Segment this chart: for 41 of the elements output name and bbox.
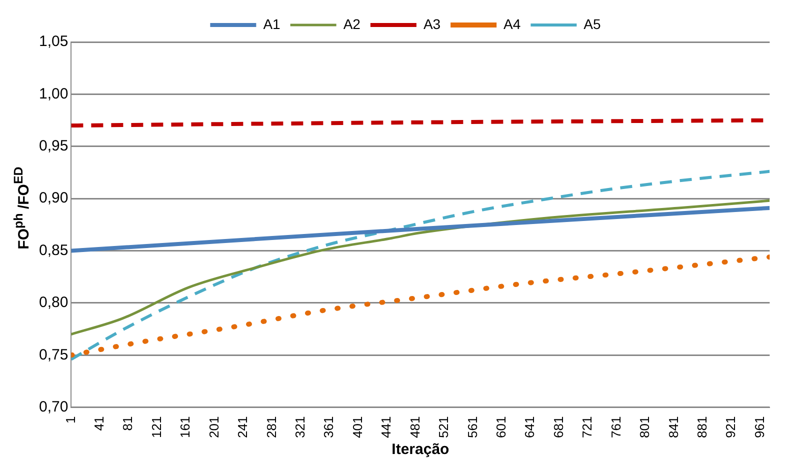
x-axis-title: Iteração <box>392 441 450 458</box>
legend-label: A2 <box>343 16 361 32</box>
x-tick-label: 401 <box>350 416 365 438</box>
legend-label: A4 <box>504 16 521 32</box>
y-tick-label: 0,70 <box>38 398 68 416</box>
y-tick-label: 0,75 <box>38 346 68 364</box>
x-tick-label: 81 <box>120 416 136 431</box>
x-tick-label: 121 <box>148 416 164 438</box>
x-tick-label: 721 <box>580 416 595 438</box>
x-tick-label: 361 <box>321 416 336 438</box>
x-tick-label: 841 <box>666 416 681 438</box>
y-tick-label: 0,80 <box>38 294 68 312</box>
y-tick-label: 0,85 <box>38 242 68 259</box>
line-series <box>71 170 770 361</box>
x-tick-label: 281 <box>264 416 279 438</box>
x-tick-label: 321 <box>292 416 308 438</box>
y-tick-label: 0,90 <box>38 190 68 207</box>
x-tick-label: 161 <box>178 416 193 438</box>
x-tick-label: 241 <box>235 416 250 438</box>
x-tick-label: 761 <box>608 416 624 438</box>
line-series <box>71 199 770 336</box>
x-tick-label: 681 <box>550 416 566 438</box>
y-tick-label: 0,95 <box>38 138 68 155</box>
y-tick-label: 1,05 <box>38 33 68 50</box>
x-tick-label: 1 <box>62 416 78 424</box>
legend-label: A1 <box>263 16 281 32</box>
y-tick-label: 1,00 <box>38 85 68 102</box>
x-tick-label: 801 <box>637 416 652 438</box>
x-tick-label: 601 <box>493 416 508 438</box>
legend-label: A5 <box>584 16 602 32</box>
x-tick-label: 41 <box>91 416 106 431</box>
x-tick-label: 961 <box>752 416 767 438</box>
x-tick-label: 881 <box>694 416 710 438</box>
x-tick-label: 441 <box>378 416 394 438</box>
x-tick-label: 521 <box>436 416 452 438</box>
x-tick-label: 921 <box>723 416 738 438</box>
x-tick-label: 201 <box>206 416 222 438</box>
x-tick-label: 641 <box>522 416 538 438</box>
x-tick-label: 481 <box>407 416 422 438</box>
x-tick-label: 561 <box>464 416 480 438</box>
legend-label: A3 <box>423 16 441 32</box>
